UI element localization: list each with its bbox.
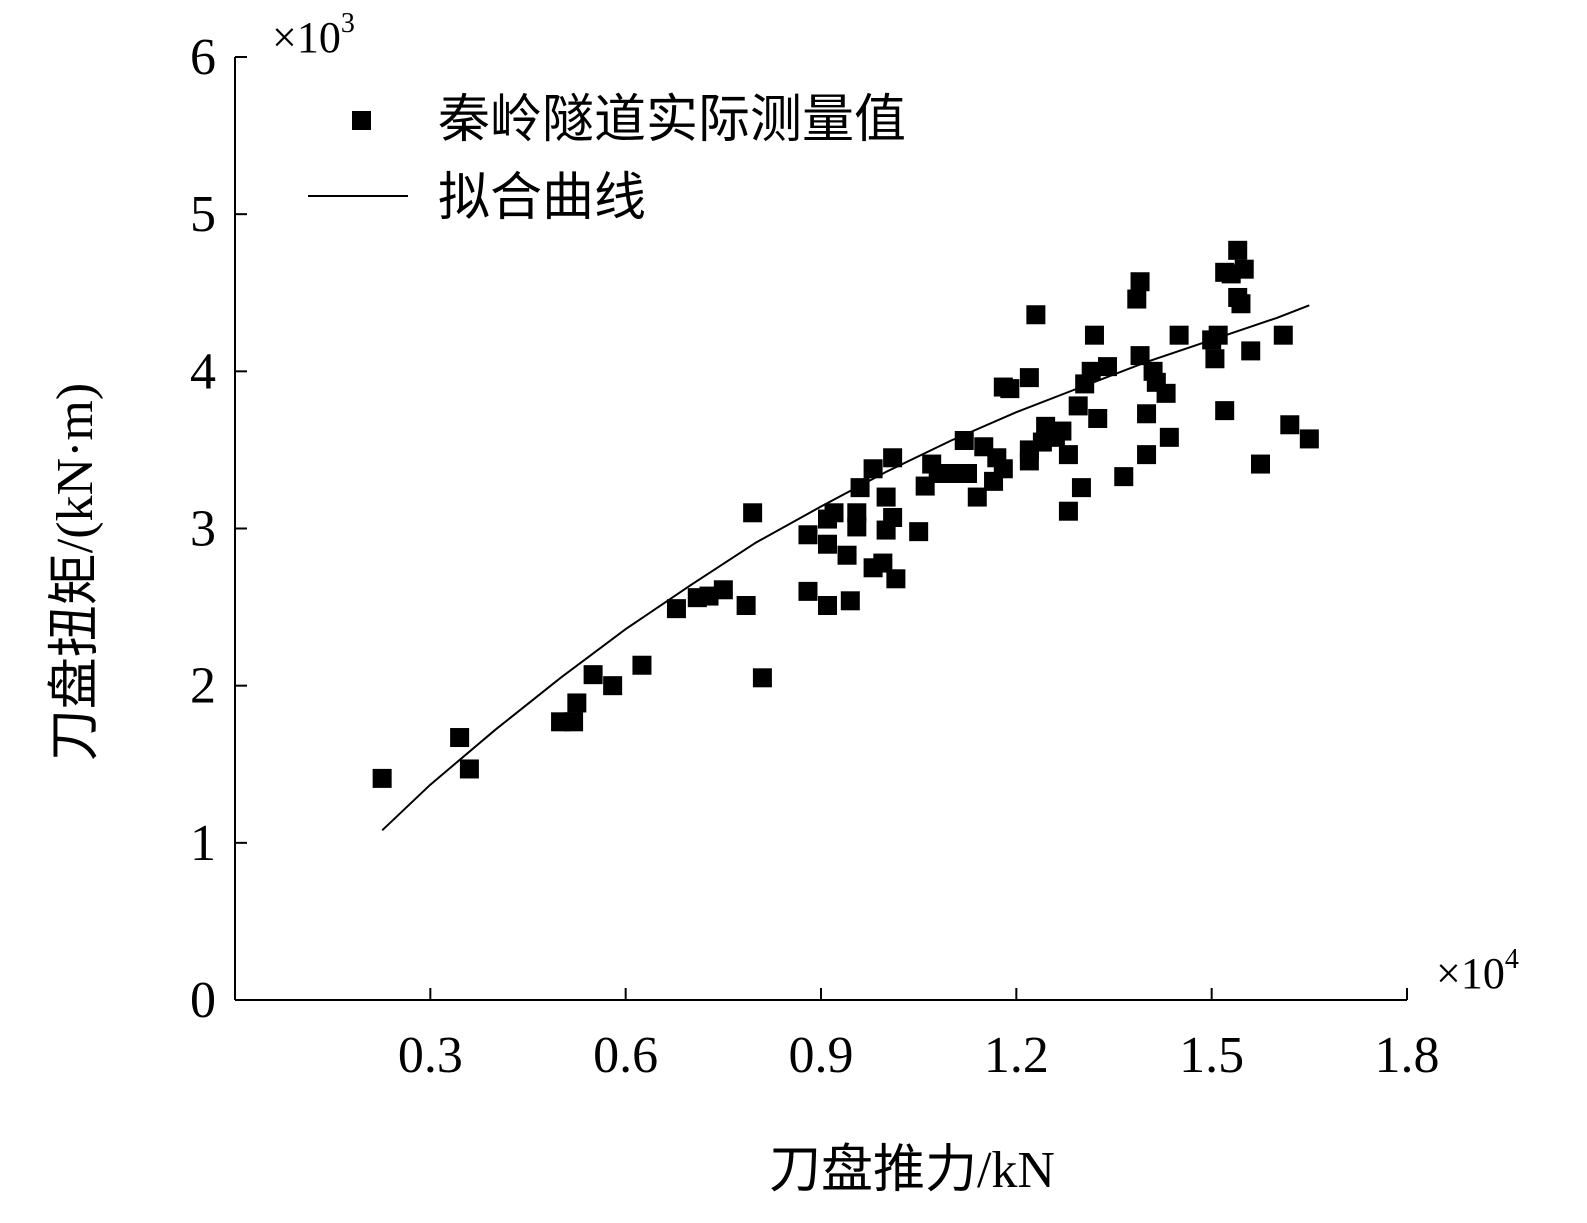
data-point (1205, 349, 1225, 369)
data-point (1137, 445, 1157, 465)
data-point (1088, 408, 1108, 428)
data-point (850, 478, 870, 498)
data-point (1280, 415, 1300, 435)
data-point (1273, 325, 1293, 345)
legend: 秦岭隧道实际测量值 拟合曲线 (308, 92, 906, 227)
legend-marker-square (352, 111, 371, 130)
data-point (1241, 341, 1261, 361)
y-multiplier: ×103 (272, 8, 355, 62)
x-tick-label: 1.8 (1375, 1027, 1440, 1084)
data-point (1068, 396, 1088, 416)
data-point (1114, 467, 1134, 487)
data-point (941, 463, 961, 483)
data-point (1137, 404, 1157, 424)
data-point (1097, 357, 1117, 377)
data-point (603, 676, 623, 696)
data-point (1000, 379, 1020, 399)
data-point (564, 712, 584, 732)
data-point (798, 581, 818, 601)
data-point (818, 534, 838, 554)
data-point (1071, 478, 1091, 498)
data-point (1130, 272, 1150, 292)
y-tick-label: 2 (190, 658, 216, 715)
data-point (699, 586, 719, 606)
data-point (1127, 289, 1147, 309)
x-ticks: 0.3 0.6 0.9 1.2 1.5 1.8 (398, 988, 1440, 1084)
data-point (840, 591, 860, 611)
legend-label-measured: 秦岭隧道实际测量值 (438, 92, 906, 149)
data-point (1130, 346, 1150, 366)
data-point (1019, 368, 1039, 388)
data-point (1026, 305, 1046, 325)
x-multiplier: ×104 (1436, 944, 1519, 998)
data-point (954, 430, 974, 450)
x-tick-label: 1.5 (1179, 1027, 1244, 1084)
x-tick-label: 1.2 (984, 1027, 1049, 1084)
x-tick-label: 0.9 (789, 1027, 854, 1084)
data-point (958, 463, 977, 483)
data-point (1228, 240, 1248, 260)
y-tick-label: 4 (190, 343, 216, 400)
data-point (1215, 401, 1235, 421)
data-point (567, 693, 587, 713)
y-tick-label: 5 (190, 186, 216, 243)
data-point (1208, 325, 1228, 345)
data-point (372, 768, 392, 788)
data-point (459, 759, 479, 779)
data-point (713, 580, 733, 600)
y-multiplier-base: ×10 (272, 13, 341, 62)
y-multiplier-exponent: 3 (341, 8, 355, 39)
y-tick-label: 1 (190, 815, 216, 872)
y-axis-label: 刀盘扭矩/(kN·m) (47, 383, 104, 761)
data-point (1156, 383, 1176, 403)
data-point (1251, 454, 1270, 474)
scatter-points (372, 240, 1319, 788)
data-point (632, 655, 652, 675)
data-point (818, 596, 838, 616)
data-point (1084, 325, 1104, 345)
x-tick-label: 0.3 (398, 1027, 463, 1084)
data-point (993, 459, 1013, 479)
data-point (666, 599, 686, 619)
data-point (1058, 501, 1078, 521)
data-point (1052, 421, 1072, 441)
legend-label-fit: 拟合曲线 (438, 170, 646, 227)
data-point (1299, 429, 1319, 449)
data-point (752, 668, 772, 688)
data-point (883, 448, 903, 468)
y-tick-label: 6 (190, 29, 216, 86)
data-point (863, 459, 883, 479)
data-point (743, 503, 763, 523)
y-tick-label: 0 (190, 972, 216, 1029)
data-point (1231, 294, 1251, 314)
data-point (876, 487, 896, 507)
y-tick-label: 3 (190, 501, 216, 558)
x-multiplier-exponent: 4 (1505, 944, 1519, 975)
x-tick-label: 0.6 (593, 1027, 658, 1084)
data-point (967, 487, 987, 507)
data-point (1159, 427, 1179, 447)
data-point (886, 569, 906, 589)
data-point (847, 503, 867, 523)
data-point (583, 665, 603, 685)
x-axis-label: 刀盘推力/kN (769, 1142, 1055, 1199)
data-point (909, 522, 929, 542)
data-point (1058, 445, 1078, 465)
data-point (837, 545, 857, 565)
data-point (1081, 361, 1101, 381)
data-point (450, 728, 470, 748)
x-multiplier-base: ×10 (1436, 949, 1505, 998)
data-point (824, 503, 844, 523)
data-point (1019, 451, 1039, 471)
data-point (873, 553, 893, 573)
data-point (1169, 325, 1189, 345)
axes: 0.3 0.6 0.9 1.2 1.5 1.8 0 1 2 3 4 5 6 (190, 29, 1440, 1084)
y-ticks: 0 1 2 3 4 5 6 (190, 29, 247, 1029)
data-point (1234, 259, 1254, 279)
data-point (736, 596, 756, 616)
data-point (883, 507, 903, 527)
data-point (798, 525, 818, 545)
